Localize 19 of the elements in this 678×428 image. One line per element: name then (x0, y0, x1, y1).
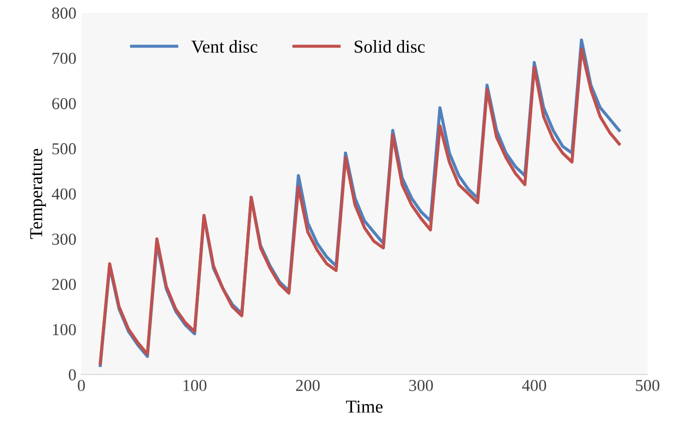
y-tick-label: 600 (52, 98, 76, 110)
x-tick-label: 200 (296, 380, 320, 392)
legend-label: Solid disc (354, 40, 425, 53)
y-tick-label: 300 (52, 234, 76, 245)
y-tick-label: 200 (52, 278, 76, 290)
x-tick-label: 0 (78, 380, 85, 392)
y-axis-title: Temperature (30, 148, 46, 239)
x-tick-label: 300 (409, 380, 433, 392)
y-tick-label: 0 (68, 369, 76, 380)
y-tick-label: 100 (52, 324, 76, 336)
x-tick-label: 400 (522, 380, 546, 392)
x-tick-label: 100 (184, 380, 206, 392)
y-tick-label: 700 (52, 52, 76, 64)
x-axis-title: Time (346, 400, 383, 413)
x-tick-label: 500 (636, 380, 660, 392)
y-tick-label: 400 (52, 188, 76, 200)
y-tick-label: 800 (52, 8, 76, 19)
legend-label: Vent disc (191, 40, 258, 53)
y-tick-label: 500 (52, 143, 76, 154)
